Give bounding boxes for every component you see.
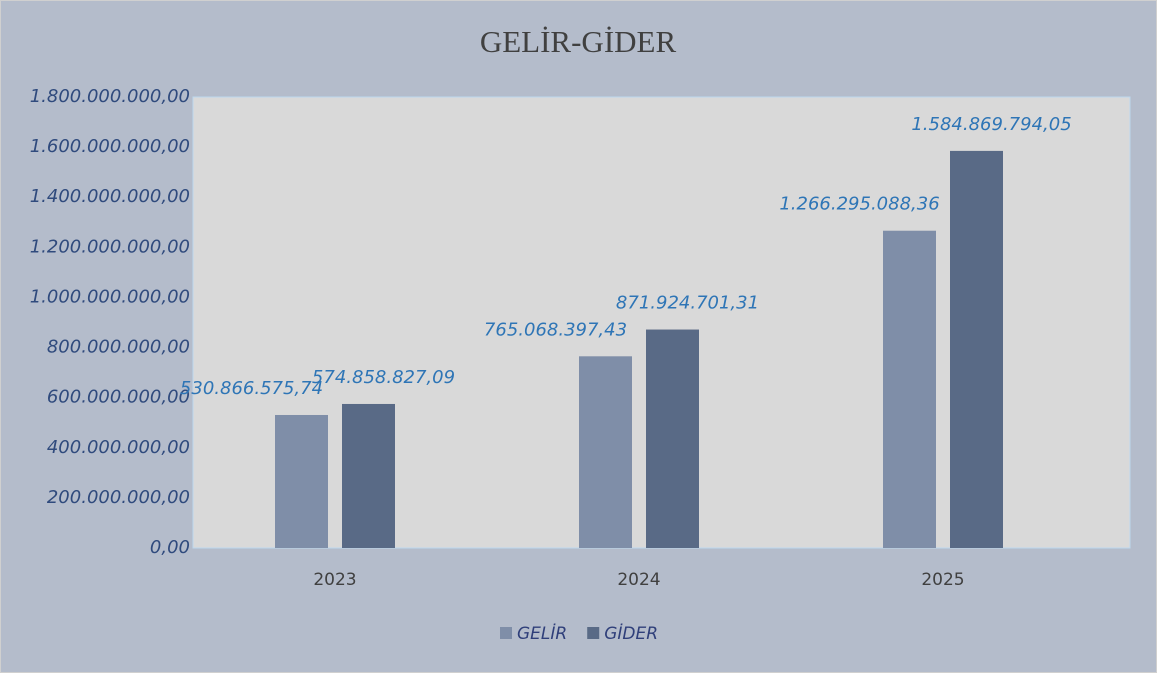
bar — [883, 230, 936, 549]
y-tick-label: 800.000.000,00 — [47, 337, 190, 358]
data-label: 765.068.397,43 — [484, 319, 627, 340]
y-tick-label: 1.600.000.000,00 — [30, 136, 190, 157]
y-tick-label: 400.000.000,00 — [47, 437, 190, 458]
legend-label: GİDER — [604, 623, 658, 644]
bar — [579, 356, 632, 548]
bar — [646, 329, 699, 548]
bar — [950, 150, 1003, 548]
data-label: 530.866.575,74 — [180, 378, 323, 399]
bar — [275, 414, 328, 548]
y-tick-label: 1.400.000.000,00 — [30, 186, 190, 207]
y-tick-label: 1.800.000.000,00 — [30, 86, 190, 107]
y-tick-label: 600.000.000,00 — [47, 387, 190, 408]
data-label: 1.266.295.088,36 — [779, 194, 939, 215]
x-tick-label: 2025 — [921, 570, 964, 590]
y-tick-label: 1.000.000.000,00 — [30, 286, 190, 307]
y-tick-label: 0,00 — [150, 537, 190, 558]
data-label: 871.924.701,31 — [616, 293, 759, 314]
y-tick-label: 1.200.000.000,00 — [30, 236, 190, 257]
legend-swatch — [500, 627, 512, 639]
data-label: 1.584.869.794,05 — [911, 114, 1071, 135]
data-label: 574.858.827,09 — [312, 367, 455, 388]
x-tick-label: 2023 — [313, 570, 356, 590]
legend-swatch — [587, 627, 600, 639]
y-tick-label: 200.000.000,00 — [47, 487, 190, 508]
chart-title: GELİR-GİDER — [480, 24, 677, 59]
legend-label: GELİR — [517, 623, 567, 644]
x-tick-label: 2024 — [617, 570, 660, 590]
bar — [342, 403, 395, 548]
